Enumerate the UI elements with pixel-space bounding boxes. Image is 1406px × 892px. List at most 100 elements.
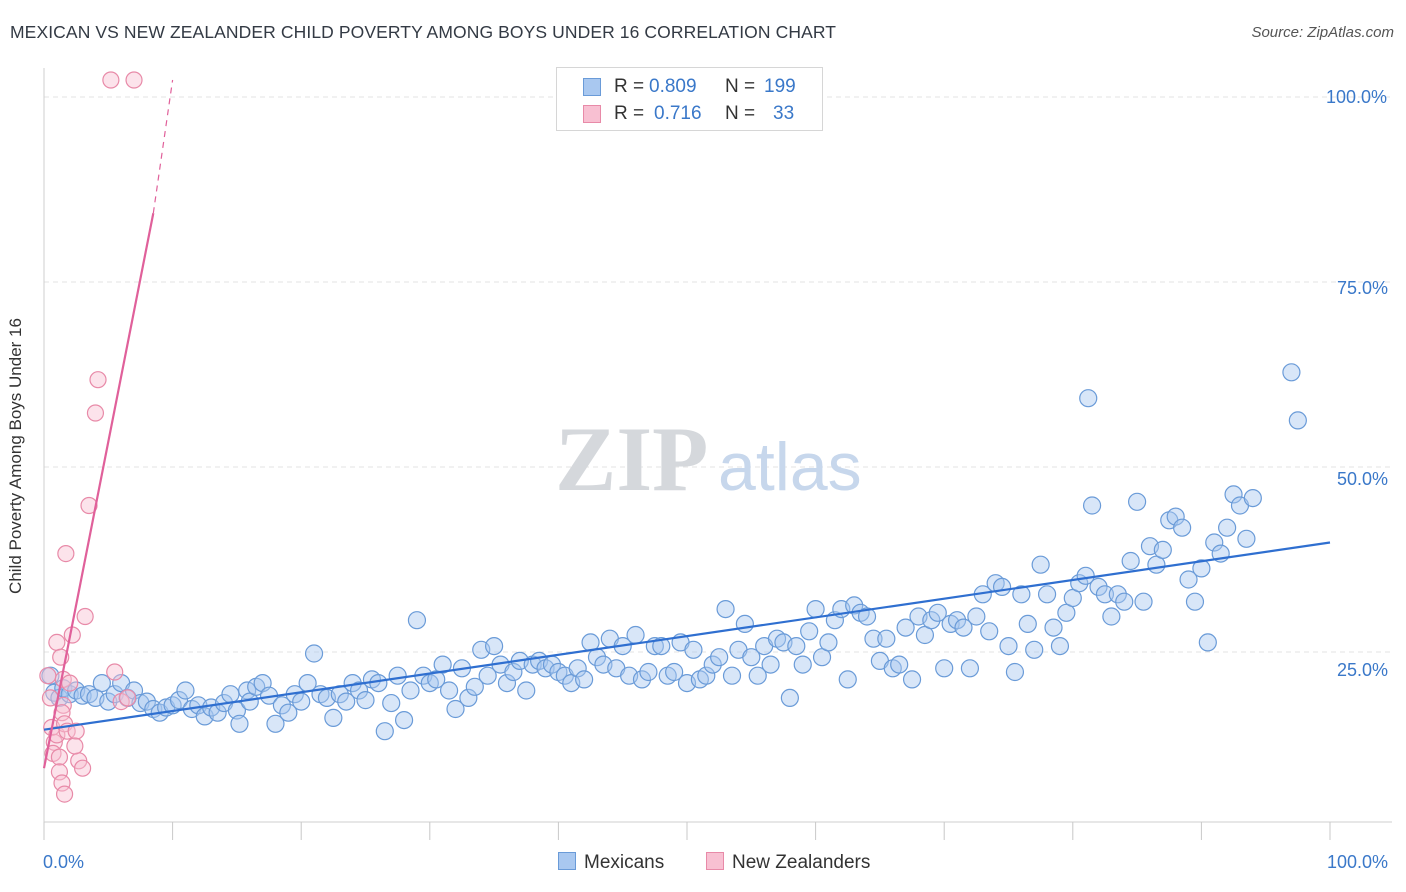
n-label: N = [725,103,756,124]
mexicans-point [169,691,189,710]
mexicans-point [1025,640,1044,659]
y-tick-50: 50.0% [1337,469,1389,489]
mexicans-point [947,611,967,630]
y-tick-75: 75.0% [1337,278,1389,298]
nz-point [61,674,79,692]
mexicans-point [935,659,954,678]
mexicans-point [1288,411,1307,430]
mexicans-point [1005,662,1025,682]
mexicans-point [954,618,973,637]
nz-point [55,785,74,803]
legend-mexicans-swatch [558,852,576,870]
legend-nz-label: New Zealanders [732,852,871,873]
grid-lines [44,96,1392,653]
mexicans-point [388,666,407,685]
legend-nz: New Zealanders [706,852,870,874]
nz-point [66,737,84,755]
nz-point [53,774,71,792]
source-label: Source: ZipAtlas.com [1251,24,1394,41]
mexicans-point [1115,592,1134,611]
mexicans-point [1089,577,1108,597]
mexicans-point [485,636,504,656]
mexicans-point [838,670,857,689]
mexicans-point [1018,614,1037,634]
mexicans-point [369,673,388,693]
nz-point [102,71,120,89]
mexicans-point [439,681,459,700]
mexicans-point [394,710,414,730]
mexicans-point [632,670,652,689]
legend-row-mexicans: R = 0.809 N = 199 [557,74,822,100]
x-tick-right: 100.0% [1327,852,1389,872]
nz-point [118,689,137,707]
nz-point [50,748,69,766]
mexicans-point [710,648,729,667]
nz-point [73,759,92,777]
mexicans-point [1166,507,1185,526]
chart-title: MEXICAN VS NEW ZEALANDER CHILD POVERTY A… [10,22,837,42]
mexicans-point [272,696,292,715]
mexicans-point [1173,518,1192,537]
legend-mexicans: Mexicans [558,852,664,874]
legend-mexicans-label: Mexicans [584,852,665,873]
mexicans-point [375,722,394,741]
nz-point [89,371,107,389]
y-axis-label: Child Poverty Among Boys Under 16 [6,318,25,594]
mexicans-point [980,622,999,641]
mexicans-point [703,655,722,674]
mexicans-point [230,714,249,733]
mexicans-point [1127,492,1147,511]
trend-lines [42,79,1331,769]
mexicans-point [1179,570,1198,589]
mexicans-point [716,599,735,619]
mexicans-point [735,614,754,634]
mexicans-point [1218,518,1237,537]
mexicans-point [626,625,645,645]
mexicans-point [922,611,941,630]
mexicans-point [684,640,703,659]
mexicans-point [1044,618,1063,637]
nz-point [76,607,94,626]
mexicans-point [176,681,195,700]
mexicans-point [1050,636,1070,656]
mexicans-point [787,636,806,656]
mexicans-point [1031,555,1050,574]
legend-row-nz: R = 0.716 N = 33 [557,101,822,127]
mexicans-point [1082,496,1102,515]
nz-point [106,663,124,681]
mexicans-point [819,633,838,652]
mexicans-point [99,692,118,711]
mexicans-point [446,699,465,719]
mexicans-point [992,577,1012,597]
r-label: R = [614,76,645,97]
mexicans-point [292,692,311,711]
mexicans-point [748,666,767,685]
r-value: 0.716 [654,103,702,124]
x-tick-left: 0.0% [43,852,85,872]
mexicans-point [407,611,427,630]
mexicans-point [1121,551,1140,571]
mexicans-point [1198,633,1217,652]
mexicans-point [517,681,536,700]
mexicans-point [864,629,883,648]
nz-point [50,763,69,781]
mexicans-point [497,673,517,693]
mexicans-point [1185,592,1205,611]
mexicans-point [742,648,761,667]
y-tick-100: 100.0% [1326,87,1388,107]
watermark-zip: ZIP [555,408,708,510]
mexicans-point [1012,585,1031,604]
mexicans-point [999,636,1018,656]
mexicans-point [652,636,671,656]
mexicans-point [780,688,799,708]
mexicans-point [1243,489,1262,508]
mexicans-point [337,692,356,711]
mexicans-point [1282,363,1301,382]
r-label: R = [614,103,645,124]
mexicans-point [1205,533,1224,552]
mexicans-point [504,662,523,682]
mexicans-point [800,622,819,641]
nz-point [80,496,98,515]
mexicans-point [304,644,324,663]
mexicans-point [722,666,742,685]
